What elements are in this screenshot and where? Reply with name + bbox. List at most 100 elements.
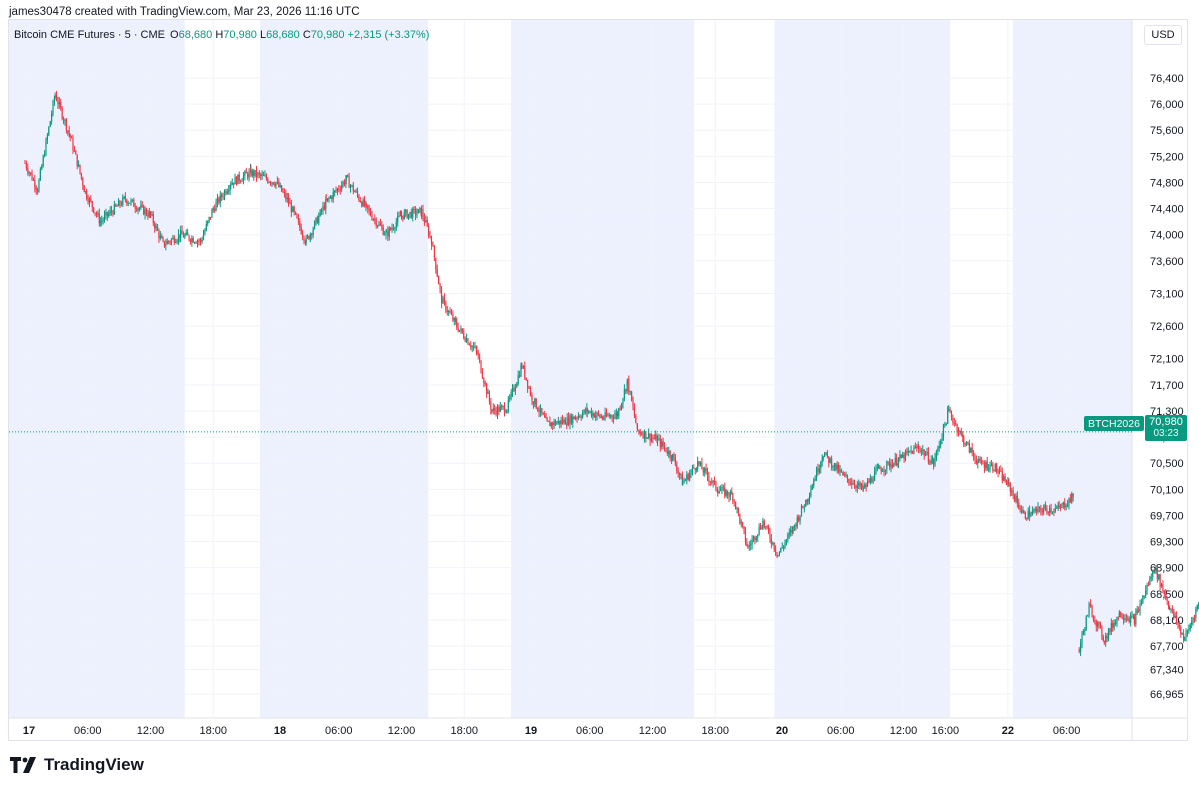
y-tick-label: 75,200 <box>1150 151 1184 163</box>
candle-body <box>1099 623 1102 627</box>
candle-body <box>556 422 558 425</box>
candle-body <box>1009 483 1011 492</box>
candle-body <box>968 442 970 453</box>
candle-body <box>1033 510 1035 512</box>
candle-body <box>387 231 389 237</box>
candle-body <box>154 223 156 229</box>
candle-body <box>48 127 50 136</box>
candle-body <box>113 204 115 215</box>
candle-body <box>70 137 73 139</box>
candle-body <box>432 245 434 247</box>
candle-body <box>567 417 570 425</box>
candle-body <box>970 447 972 453</box>
candle-body <box>1026 518 1028 520</box>
candle-body <box>271 182 273 184</box>
candle-body <box>191 238 193 242</box>
candle-body <box>123 196 125 198</box>
candle-body <box>1101 626 1103 637</box>
candle-body <box>1020 509 1023 513</box>
candle-body <box>122 197 124 205</box>
candle-body <box>732 494 734 501</box>
candle-body <box>285 192 287 200</box>
candle-body <box>126 199 128 204</box>
candle-body <box>1092 616 1095 620</box>
candle-body <box>670 457 673 460</box>
chart-frame <box>8 19 1188 741</box>
candle-body <box>223 191 226 197</box>
candle-body <box>574 417 577 420</box>
candle-body <box>282 191 284 193</box>
candle-body <box>799 515 801 521</box>
candle-body <box>456 321 458 328</box>
candle-body <box>826 452 828 457</box>
candle-body <box>140 205 142 208</box>
candle-body <box>932 459 934 461</box>
candle-body <box>645 431 647 439</box>
candle-body <box>207 220 209 225</box>
candle-body <box>212 208 214 210</box>
candle-body <box>479 355 481 361</box>
candle-body <box>83 185 85 192</box>
x-tick-label: 06:00 <box>827 725 855 737</box>
candle-body <box>823 454 826 457</box>
candle-body <box>484 383 486 385</box>
candle-body <box>240 180 242 182</box>
y-tick-label: 68,500 <box>1150 589 1184 601</box>
candle-body <box>902 454 904 458</box>
candle-body <box>740 522 742 524</box>
candle-body <box>1113 623 1115 628</box>
candle-body <box>109 210 111 214</box>
candle-body <box>626 381 628 392</box>
candle-body <box>1152 570 1154 577</box>
candle-body <box>306 236 309 238</box>
candle-body <box>979 458 981 461</box>
candle-body <box>53 98 56 102</box>
candle-body <box>842 473 844 475</box>
candle-body <box>633 407 636 416</box>
currency-button[interactable]: USD <box>1144 25 1182 45</box>
candle-body <box>879 466 881 469</box>
candle-body <box>73 150 75 152</box>
candle-body <box>866 481 869 487</box>
candle-body <box>1180 626 1182 635</box>
candle-body <box>569 415 571 425</box>
candle-body <box>348 176 350 188</box>
candle-body <box>359 200 361 202</box>
candle-body <box>635 415 637 424</box>
candle-body <box>98 213 100 224</box>
tradingview-logo[interactable]: TradingView <box>10 755 144 775</box>
candle-body <box>262 174 265 176</box>
candle-body <box>974 455 976 461</box>
candle-body <box>527 380 529 388</box>
candle-body <box>699 462 702 465</box>
candle-body <box>476 350 478 353</box>
candle-body <box>1094 619 1096 622</box>
candle-body <box>465 338 468 342</box>
candle-body <box>773 542 775 550</box>
candle-body <box>953 422 955 424</box>
candle-body <box>679 472 681 476</box>
candle-body <box>525 377 527 381</box>
candle-body <box>76 154 78 167</box>
legend-symbol[interactable]: Bitcoin CME Futures · 5 · CME <box>14 29 165 41</box>
candle-body <box>705 468 707 471</box>
candle-body <box>1049 508 1051 513</box>
candle-body <box>1001 471 1003 481</box>
candle-body <box>397 216 399 223</box>
candle-body <box>274 184 276 186</box>
tradingview-logo-icon <box>10 757 36 773</box>
candle-body <box>419 208 421 210</box>
candle-body <box>1065 506 1067 508</box>
candle-body <box>659 438 661 447</box>
candle-body <box>638 430 640 432</box>
candle-body <box>868 481 870 483</box>
candle-body <box>394 228 396 230</box>
candle-body <box>1085 616 1087 630</box>
candle-body <box>702 469 704 473</box>
candle-body <box>158 230 160 239</box>
candle-body <box>535 398 537 409</box>
candle-body <box>201 239 203 242</box>
candle-body <box>981 460 983 464</box>
candle-body <box>42 156 44 166</box>
